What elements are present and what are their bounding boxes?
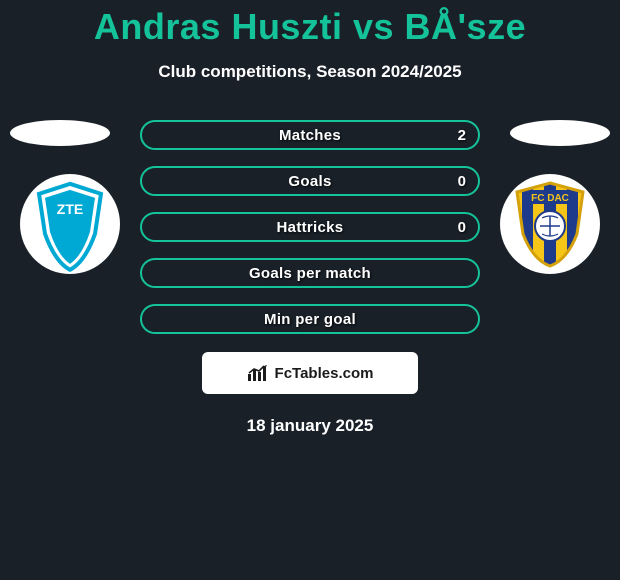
stat-row-matches: Matches 2 bbox=[140, 120, 480, 150]
player-pill-right bbox=[510, 120, 610, 146]
barchart-icon bbox=[247, 364, 269, 382]
club-badge-left: ZTE bbox=[20, 174, 120, 274]
dac-text: FC DAC bbox=[531, 193, 569, 204]
stat-right-value: 2 bbox=[458, 122, 466, 148]
subtitle: Club competitions, Season 2024/2025 bbox=[0, 62, 620, 82]
stat-label: Goals per match bbox=[249, 265, 371, 282]
stat-label: Hattricks bbox=[277, 219, 344, 236]
comparison-stage: ZTE bbox=[0, 120, 620, 436]
stats-rows: Matches 2 Goals 0 Hattricks 0 Goals per … bbox=[140, 120, 480, 334]
stat-row-goals-per-match: Goals per match bbox=[140, 258, 480, 288]
zte-shield-icon: ZTE bbox=[33, 180, 107, 272]
stat-label: Min per goal bbox=[264, 311, 356, 328]
stat-row-min-per-goal: Min per goal bbox=[140, 304, 480, 334]
stat-row-goals: Goals 0 bbox=[140, 166, 480, 196]
stat-right-value: 0 bbox=[458, 168, 466, 194]
zte-text: ZTE bbox=[57, 201, 83, 217]
dac-shield-icon: FC DAC bbox=[511, 180, 589, 268]
stat-row-hattricks: Hattricks 0 bbox=[140, 212, 480, 242]
stat-right-value: 0 bbox=[458, 214, 466, 240]
fctables-watermark: FcTables.com bbox=[202, 352, 418, 394]
date-label: 18 january 2025 bbox=[0, 416, 620, 436]
player-pill-left bbox=[10, 120, 110, 146]
fctables-label: FcTables.com bbox=[275, 365, 374, 382]
page-title: Andras Huszti vs BÅ'sze bbox=[0, 0, 620, 48]
club-badge-right: FC DAC bbox=[500, 174, 600, 274]
stat-label: Goals bbox=[288, 173, 331, 190]
stat-label: Matches bbox=[279, 127, 341, 144]
